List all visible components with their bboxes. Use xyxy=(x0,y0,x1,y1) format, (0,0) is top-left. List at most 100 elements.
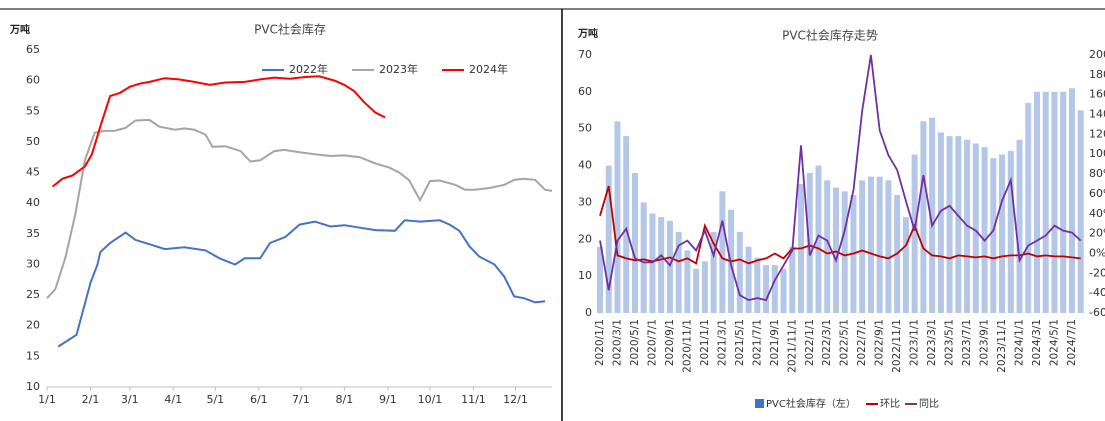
bar xyxy=(920,121,927,313)
bar xyxy=(763,265,770,313)
chart-title: PVC社会库存走势 xyxy=(782,28,878,43)
x-tick-label: 2020/3/1 xyxy=(611,319,623,366)
x-tick-label: 2022/9/1 xyxy=(874,319,886,366)
y2-tick-label: 200% xyxy=(1089,48,1105,61)
y-tick-label: 70 xyxy=(578,48,592,61)
y-tick-label: 0 xyxy=(585,306,592,319)
bar xyxy=(666,220,673,313)
x-tick-label: 7/1 xyxy=(292,393,310,406)
bar xyxy=(754,257,761,313)
x-tick-label: 2021/5/1 xyxy=(734,319,746,366)
bar xyxy=(815,165,822,313)
bar xyxy=(937,132,944,313)
x-tick-label: 2020/9/1 xyxy=(664,319,676,366)
bar xyxy=(640,202,647,313)
y2-tick-label: 60% xyxy=(1089,187,1105,200)
x-tick-label: 1/1 xyxy=(38,393,56,406)
y2-tick-label: 40% xyxy=(1089,207,1105,220)
y2-tick-label: 140% xyxy=(1089,108,1105,121)
bar xyxy=(990,158,997,313)
bar xyxy=(658,217,665,313)
bar xyxy=(867,176,874,313)
y2-tick-label: 80% xyxy=(1089,167,1105,180)
line-series xyxy=(51,75,386,188)
y-tick-label: 50 xyxy=(578,122,592,135)
x-tick-label: 11/1 xyxy=(461,393,486,406)
y2-tick-label: 180% xyxy=(1089,68,1105,81)
bar xyxy=(1051,91,1058,313)
y-tick-label: 10 xyxy=(26,380,40,393)
y-tick-label: 15 xyxy=(26,349,40,362)
bar xyxy=(701,261,708,313)
bar xyxy=(1068,88,1075,314)
y-axis-unit: 万吨 xyxy=(577,27,598,40)
legend-label: 同比 xyxy=(919,398,939,410)
bar xyxy=(684,250,691,313)
bar xyxy=(719,191,726,313)
y2-tick-label: 20% xyxy=(1089,227,1105,240)
y-axis-unit: 万吨 xyxy=(9,23,30,36)
bar xyxy=(824,180,831,313)
bar xyxy=(631,172,638,313)
bar xyxy=(771,265,778,313)
y2-tick-label: -20% xyxy=(1089,266,1105,279)
y-tick-label: 60 xyxy=(578,85,592,98)
y2-tick-label: 160% xyxy=(1089,88,1105,101)
y-tick-label: 35 xyxy=(26,227,40,240)
x-tick-label: 2024/3/1 xyxy=(1031,319,1043,366)
bar xyxy=(876,176,883,313)
x-tick-label: 5/1 xyxy=(206,393,224,406)
y-tick-label: 50 xyxy=(26,135,40,148)
x-tick-label: 2022/1/1 xyxy=(804,319,816,366)
x-tick-label: 3/1 xyxy=(121,393,139,406)
x-tick-label: 2024/7/1 xyxy=(1066,319,1078,366)
x-tick-label: 2020/7/1 xyxy=(646,319,658,366)
x-tick-label: 2023/1/1 xyxy=(909,319,921,366)
bar xyxy=(1042,91,1049,313)
bar xyxy=(710,231,717,313)
chart-title: PVC社会库存 xyxy=(254,22,326,37)
x-tick-label: 2021/1/1 xyxy=(699,319,711,366)
bar xyxy=(911,154,918,313)
x-tick-label: 2021/7/1 xyxy=(751,319,763,366)
y-tick-label: 60 xyxy=(26,74,40,87)
bar xyxy=(972,143,979,313)
bar xyxy=(1025,102,1032,314)
y-tick-label: 20 xyxy=(578,232,592,245)
x-tick-label: 2024/1/1 xyxy=(1014,319,1026,366)
bar xyxy=(946,136,953,313)
x-tick-label: 2024/5/1 xyxy=(1048,319,1060,366)
legend-swatch xyxy=(755,399,764,408)
legend-label: 2022年 xyxy=(289,62,328,76)
line-series xyxy=(57,219,546,348)
bar xyxy=(736,231,743,313)
bar xyxy=(605,165,612,313)
x-tick-label: 2020/5/1 xyxy=(629,319,641,366)
legend-label: 2023年 xyxy=(379,62,418,76)
y2-tick-label: 120% xyxy=(1089,127,1105,140)
bar xyxy=(841,191,848,313)
x-tick-label: 9/1 xyxy=(379,393,397,406)
bar xyxy=(693,268,700,313)
y-tick-label: 10 xyxy=(578,269,592,282)
bar xyxy=(1077,110,1084,314)
x-tick-label: 2021/3/1 xyxy=(716,319,728,366)
y2-tick-label: -40% xyxy=(1089,286,1105,299)
x-tick-label: 2022/11/1 xyxy=(891,319,903,373)
x-tick-label: 2021/11/1 xyxy=(786,319,798,373)
bar xyxy=(902,217,909,313)
x-tick-label: 2023/7/1 xyxy=(961,319,973,366)
bar xyxy=(623,136,630,313)
bar xyxy=(675,231,682,313)
line-series xyxy=(46,118,553,299)
bar xyxy=(1060,91,1067,313)
x-tick-label: 10/1 xyxy=(418,393,443,406)
bar xyxy=(789,246,796,313)
x-tick-label: 2/1 xyxy=(82,393,100,406)
x-tick-label: 4/1 xyxy=(164,393,182,406)
x-tick-label: 2023/5/1 xyxy=(944,319,956,366)
x-tick-label: 8/1 xyxy=(336,393,354,406)
y-tick-label: 45 xyxy=(26,166,40,179)
bar xyxy=(780,268,787,313)
